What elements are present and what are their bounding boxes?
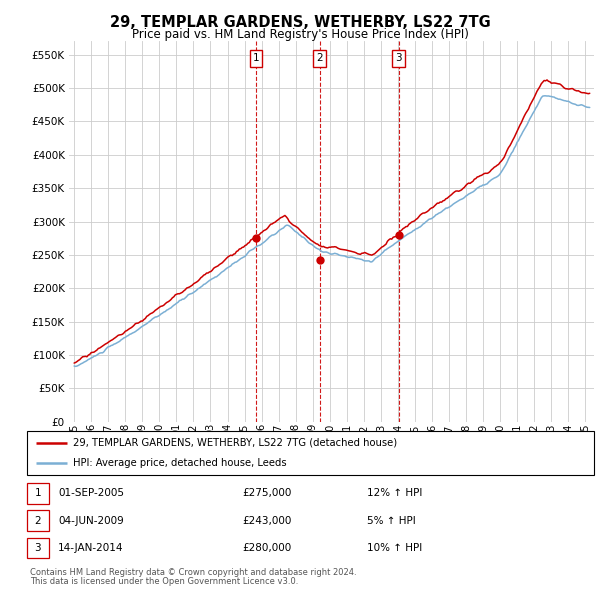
Text: 14-JAN-2014: 14-JAN-2014 [58, 543, 124, 553]
Text: 1: 1 [34, 489, 41, 499]
Text: £275,000: £275,000 [242, 489, 292, 499]
Text: HPI: Average price, detached house, Leeds: HPI: Average price, detached house, Leed… [73, 458, 287, 468]
Text: This data is licensed under the Open Government Licence v3.0.: This data is licensed under the Open Gov… [30, 577, 298, 586]
Text: Price paid vs. HM Land Registry's House Price Index (HPI): Price paid vs. HM Land Registry's House … [131, 28, 469, 41]
Text: 2: 2 [317, 54, 323, 63]
Text: £280,000: £280,000 [242, 543, 292, 553]
Text: 12% ↑ HPI: 12% ↑ HPI [367, 489, 422, 499]
FancyBboxPatch shape [27, 510, 49, 531]
Text: 29, TEMPLAR GARDENS, WETHERBY, LS22 7TG: 29, TEMPLAR GARDENS, WETHERBY, LS22 7TG [110, 15, 490, 30]
Text: Contains HM Land Registry data © Crown copyright and database right 2024.: Contains HM Land Registry data © Crown c… [30, 568, 356, 576]
Text: 5% ↑ HPI: 5% ↑ HPI [367, 516, 416, 526]
Text: 3: 3 [34, 543, 41, 553]
Text: £243,000: £243,000 [242, 516, 292, 526]
Text: 10% ↑ HPI: 10% ↑ HPI [367, 543, 422, 553]
FancyBboxPatch shape [27, 538, 49, 558]
Text: 04-JUN-2009: 04-JUN-2009 [58, 516, 124, 526]
FancyBboxPatch shape [27, 431, 594, 475]
FancyBboxPatch shape [27, 483, 49, 504]
Text: 3: 3 [395, 54, 402, 63]
Text: 29, TEMPLAR GARDENS, WETHERBY, LS22 7TG (detached house): 29, TEMPLAR GARDENS, WETHERBY, LS22 7TG … [73, 438, 398, 448]
Text: 1: 1 [253, 54, 259, 63]
Text: 01-SEP-2005: 01-SEP-2005 [58, 489, 124, 499]
Text: 2: 2 [34, 516, 41, 526]
